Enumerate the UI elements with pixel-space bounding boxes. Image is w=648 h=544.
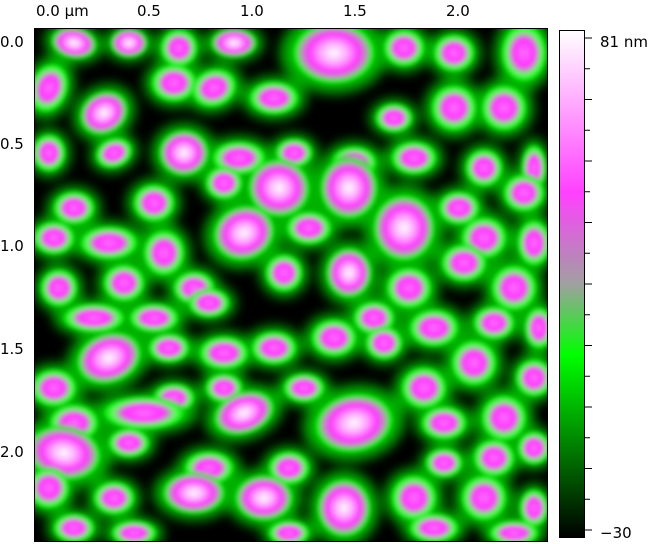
- grain: [61, 302, 127, 334]
- grain: [109, 28, 149, 59]
- grain: [78, 225, 140, 261]
- grain: [39, 268, 79, 308]
- x-tick-label-2: 1.0: [240, 2, 264, 20]
- grain: [324, 246, 374, 300]
- x-tick-label-3: 1.5: [343, 2, 367, 20]
- grain: [389, 473, 439, 523]
- grain: [449, 338, 499, 388]
- grain: [267, 519, 311, 542]
- grain: [389, 140, 439, 176]
- grain: [472, 438, 516, 478]
- grain: [147, 332, 191, 364]
- colorbar-min-label: −30: [600, 524, 632, 542]
- grain: [489, 263, 539, 313]
- grain: [157, 128, 211, 178]
- grain: [264, 253, 304, 293]
- grain: [247, 80, 301, 116]
- y-tick-label-0: 0.0: [0, 33, 24, 51]
- grain: [315, 477, 373, 539]
- colorbar-gradient: [559, 30, 585, 538]
- grain: [34, 466, 71, 510]
- grain: [102, 263, 146, 303]
- grain: [249, 330, 299, 366]
- grain: [479, 393, 529, 443]
- grain: [312, 391, 396, 455]
- grain: [439, 243, 489, 283]
- grain: [499, 28, 548, 84]
- grain: [78, 89, 130, 137]
- grain: [516, 430, 548, 466]
- grain: [374, 102, 414, 134]
- grain: [516, 218, 548, 268]
- x-tick-label-0: 0.0 µm: [36, 2, 89, 20]
- grain: [437, 190, 481, 226]
- grain: [284, 210, 334, 246]
- grain: [49, 28, 99, 60]
- grain: [419, 405, 469, 441]
- grain: [212, 389, 276, 437]
- grain: [514, 358, 548, 398]
- grain: [34, 133, 67, 173]
- grain: [246, 157, 312, 219]
- grain: [142, 228, 186, 278]
- grain: [127, 302, 181, 334]
- grain: [459, 473, 509, 523]
- grain: [159, 28, 199, 68]
- grain: [464, 148, 504, 188]
- grain: [190, 67, 238, 109]
- grain: [290, 28, 378, 86]
- grain: [34, 368, 79, 408]
- grain: [197, 335, 251, 371]
- colorbar-ticks: [585, 37, 592, 531]
- grain: [518, 488, 548, 528]
- grain: [100, 395, 188, 431]
- grain: [371, 192, 437, 264]
- grain: [382, 28, 426, 68]
- grain: [318, 155, 380, 221]
- grain: [424, 447, 464, 479]
- plot-border: [34, 28, 548, 542]
- y-tick-label-4: 2.0: [0, 443, 24, 461]
- y-tick-label-3: 1.5: [0, 340, 24, 358]
- grain: [52, 190, 96, 226]
- grain: [502, 173, 546, 213]
- grain: [34, 220, 76, 256]
- grain: [94, 137, 134, 169]
- grain: [209, 28, 259, 59]
- grain: [523, 306, 548, 350]
- y-tick-label-2: 1.0: [0, 237, 24, 255]
- grain: [109, 519, 159, 542]
- grain: [34, 62, 70, 114]
- afm-height-image: [34, 28, 548, 542]
- grain: [204, 165, 244, 201]
- grain: [479, 83, 529, 133]
- grain: [149, 63, 199, 103]
- grain: [132, 183, 176, 223]
- grain: [233, 473, 295, 523]
- grain: [92, 480, 136, 516]
- colorbar-max-label: 81 nm: [600, 33, 648, 51]
- grain: [487, 519, 541, 542]
- grain: [107, 427, 151, 459]
- grain: [187, 287, 231, 319]
- grain: [429, 83, 479, 133]
- grain: [74, 330, 144, 386]
- x-tick-label-4: 2.0: [446, 2, 470, 20]
- grain: [399, 366, 449, 410]
- grain: [282, 372, 326, 404]
- grain: [384, 266, 434, 310]
- grain: [52, 512, 96, 542]
- grain: [472, 305, 516, 341]
- grain: [161, 471, 227, 515]
- grain: [407, 512, 461, 542]
- grain: [364, 325, 404, 361]
- grain: [211, 203, 277, 263]
- grain: [432, 33, 476, 73]
- grain: [309, 318, 359, 358]
- height-colorbar: [559, 30, 585, 538]
- y-tick-label-1: 0.5: [0, 135, 24, 153]
- grain: [407, 308, 461, 348]
- x-tick-label-1: 0.5: [137, 2, 161, 20]
